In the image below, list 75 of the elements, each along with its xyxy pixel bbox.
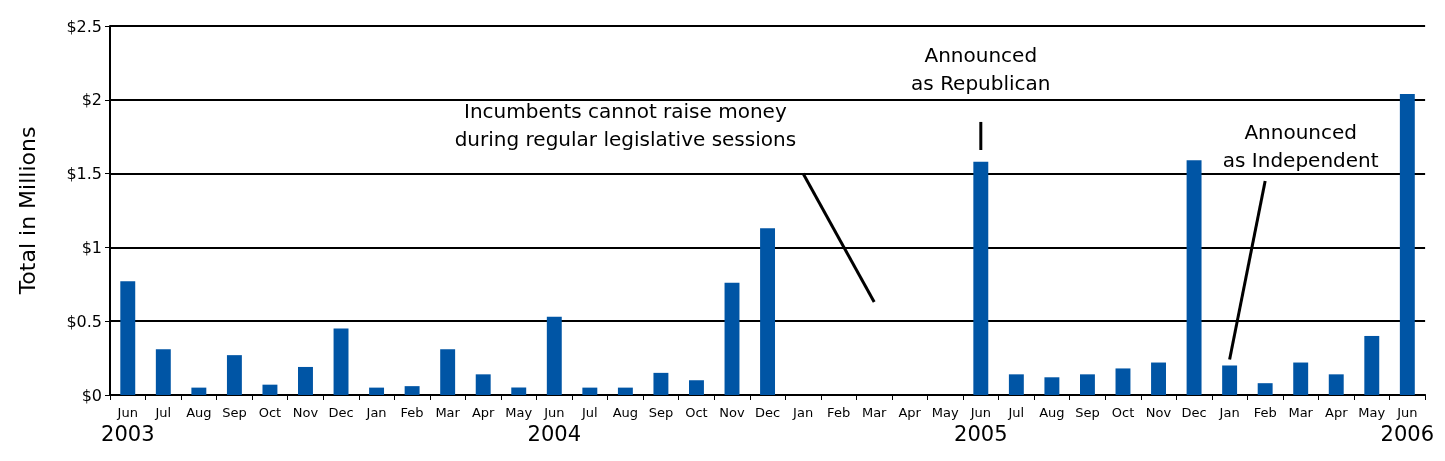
x-tick-label: Feb (1253, 404, 1277, 420)
bar (1399, 93, 1415, 395)
bar (475, 374, 491, 395)
bar (582, 387, 598, 395)
bar (1186, 160, 1202, 395)
x-tick-label: Nov (719, 404, 745, 420)
y-tick-label: $1.5 (66, 164, 102, 184)
bar (617, 387, 633, 395)
y-tick-label: $0.5 (66, 311, 102, 331)
y-tick-label: $2.5 (66, 16, 102, 36)
x-tick-label: Sep (648, 404, 674, 420)
x-tick-label: May (505, 404, 533, 420)
bar (973, 161, 989, 395)
bar (1328, 374, 1344, 395)
x-tick-label: Jan (792, 404, 814, 420)
x-tick-label: Apr (898, 404, 922, 420)
y-tick-label: $1 (81, 237, 102, 257)
x-tick-label: Oct (258, 404, 282, 420)
x-tick-label: Sep (222, 404, 247, 420)
annotation: Incumbents cannot raise money during regular legislative sessions (454, 98, 797, 151)
x-tick-label: Aug (186, 404, 212, 420)
x-tick-label: Jun 2003 (101, 404, 155, 446)
x-tick-label: Nov (1145, 404, 1172, 420)
x-tick-label: Mar (861, 404, 888, 420)
bar (1293, 362, 1309, 395)
x-tick-label: Feb (400, 404, 424, 420)
bar (1008, 374, 1024, 395)
x-tick-label: Sep (1075, 404, 1100, 420)
y-tick-label: $2 (81, 90, 102, 110)
bar (546, 316, 562, 395)
bar (1257, 383, 1273, 395)
bar (440, 349, 456, 395)
bar (1079, 374, 1095, 395)
annotation: Announced as Independent (1222, 119, 1379, 172)
x-tick-label: Apr (1324, 404, 1349, 420)
bar (404, 386, 420, 395)
bar (1364, 335, 1380, 395)
x-tick-label: Apr (471, 404, 496, 420)
x-tick-label: Nov (292, 404, 319, 420)
x-tick-label: Oct (685, 404, 708, 420)
bar (1115, 368, 1131, 395)
x-tick-label: Mar (435, 404, 461, 420)
bar (333, 328, 349, 395)
y-tick-label: $0 (81, 385, 102, 405)
x-tick-label: Jul (580, 404, 598, 420)
bar (262, 384, 278, 395)
x-tick-label: Aug (612, 404, 639, 420)
bar (120, 281, 136, 395)
x-tick-label: Feb (827, 404, 851, 420)
bar (155, 349, 171, 395)
annotation: Announced as Republican (911, 42, 1051, 95)
bar (298, 366, 313, 395)
bar (653, 372, 669, 395)
x-tick-label: Jul (154, 404, 172, 420)
y-axis-title: Total in Millions (14, 126, 40, 296)
x-tick-label: Aug (1039, 404, 1065, 420)
x-tick-label: Mar (1288, 404, 1314, 420)
x-tick-label: Dec (328, 404, 354, 420)
x-tick-label: May (1358, 404, 1386, 420)
x-tick-label: Jan (1218, 404, 1240, 420)
x-tick-label: Oct (1111, 404, 1135, 420)
bar (191, 387, 207, 395)
bar (226, 355, 242, 395)
x-tick-label: Dec (754, 404, 781, 420)
bar (369, 387, 385, 395)
bar (724, 282, 740, 395)
bar (511, 387, 527, 395)
x-tick-label: Dec (1181, 404, 1207, 420)
bar (689, 380, 704, 395)
bar (760, 228, 776, 395)
bar (1151, 362, 1166, 395)
bar (1044, 377, 1060, 395)
x-tick-label: Jan (365, 404, 387, 420)
bar (1222, 365, 1238, 395)
x-tick-label: Jul (1007, 404, 1025, 420)
